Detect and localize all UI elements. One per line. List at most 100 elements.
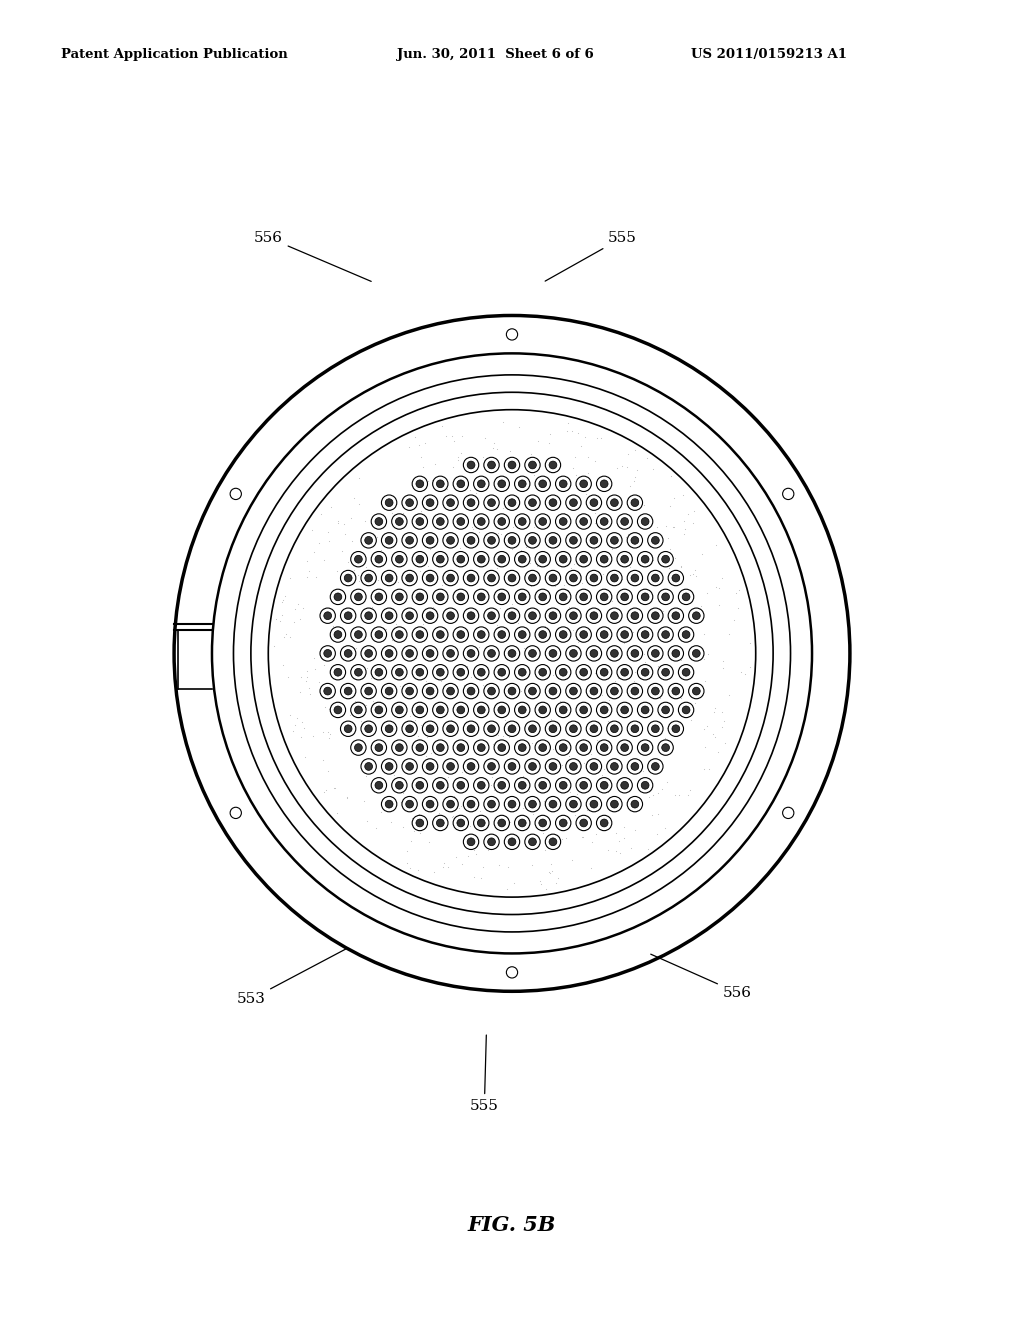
Ellipse shape xyxy=(504,796,519,812)
Ellipse shape xyxy=(627,495,643,511)
Point xyxy=(645,566,662,587)
Point xyxy=(583,743,599,764)
Point xyxy=(566,446,583,467)
Point xyxy=(633,657,649,678)
Point xyxy=(292,609,308,630)
Ellipse shape xyxy=(580,820,588,826)
Point xyxy=(401,642,418,663)
Ellipse shape xyxy=(416,668,424,676)
Point xyxy=(362,668,379,689)
Ellipse shape xyxy=(422,759,438,774)
Point xyxy=(408,647,424,668)
Ellipse shape xyxy=(473,477,489,491)
Point xyxy=(327,777,343,799)
Ellipse shape xyxy=(627,759,643,774)
Ellipse shape xyxy=(467,461,475,469)
Ellipse shape xyxy=(391,664,408,680)
Ellipse shape xyxy=(525,645,541,661)
Ellipse shape xyxy=(463,721,479,737)
Ellipse shape xyxy=(319,684,336,698)
Point xyxy=(556,503,572,524)
Ellipse shape xyxy=(416,593,424,601)
Ellipse shape xyxy=(360,684,377,698)
Point xyxy=(705,723,721,744)
Point xyxy=(586,539,602,560)
Point xyxy=(449,548,465,569)
Point xyxy=(575,729,592,750)
Ellipse shape xyxy=(473,741,489,755)
Point xyxy=(545,664,561,685)
Ellipse shape xyxy=(539,668,547,676)
Ellipse shape xyxy=(442,645,459,661)
Ellipse shape xyxy=(528,536,537,544)
Point xyxy=(287,598,303,619)
Ellipse shape xyxy=(350,552,367,566)
Ellipse shape xyxy=(426,612,434,619)
Point xyxy=(639,447,655,469)
Ellipse shape xyxy=(375,706,383,714)
Point xyxy=(526,516,543,537)
Ellipse shape xyxy=(556,477,571,491)
Point xyxy=(374,562,390,583)
Point xyxy=(348,638,365,659)
Point xyxy=(604,539,621,560)
Ellipse shape xyxy=(528,800,537,808)
Ellipse shape xyxy=(477,706,485,714)
Point xyxy=(512,540,528,561)
Ellipse shape xyxy=(586,570,601,586)
Ellipse shape xyxy=(463,570,479,586)
Ellipse shape xyxy=(596,513,611,529)
Point xyxy=(629,459,645,480)
Ellipse shape xyxy=(641,593,649,601)
Ellipse shape xyxy=(556,702,571,718)
Ellipse shape xyxy=(483,495,500,511)
Point xyxy=(645,458,662,479)
Ellipse shape xyxy=(498,517,506,525)
Ellipse shape xyxy=(251,392,773,915)
Ellipse shape xyxy=(395,781,403,789)
Ellipse shape xyxy=(600,593,608,601)
Point xyxy=(465,462,481,483)
Point xyxy=(444,457,461,478)
Point xyxy=(584,486,600,507)
Point xyxy=(714,568,730,589)
Ellipse shape xyxy=(549,725,557,733)
Ellipse shape xyxy=(590,725,598,733)
Ellipse shape xyxy=(662,706,670,714)
Ellipse shape xyxy=(174,315,850,991)
Point xyxy=(450,446,466,467)
Ellipse shape xyxy=(508,800,516,808)
Point xyxy=(637,652,653,673)
Ellipse shape xyxy=(648,684,664,698)
Ellipse shape xyxy=(528,649,537,657)
Ellipse shape xyxy=(569,800,578,808)
Point xyxy=(343,507,359,528)
Point xyxy=(413,500,429,521)
Point xyxy=(644,549,660,570)
Text: 555: 555 xyxy=(545,231,637,281)
Point xyxy=(589,717,605,738)
Point xyxy=(658,730,675,751)
Ellipse shape xyxy=(518,631,526,639)
Point xyxy=(674,649,690,671)
Point xyxy=(649,516,666,537)
Ellipse shape xyxy=(340,645,356,661)
Point xyxy=(487,535,504,556)
Point xyxy=(532,874,549,895)
Point xyxy=(708,577,724,598)
Point xyxy=(438,602,455,623)
Point xyxy=(546,726,562,747)
Point xyxy=(580,462,596,483)
Point xyxy=(442,751,459,772)
Ellipse shape xyxy=(577,627,592,643)
Point xyxy=(325,615,341,636)
Ellipse shape xyxy=(324,649,332,657)
Ellipse shape xyxy=(395,631,403,639)
Ellipse shape xyxy=(559,593,567,601)
Ellipse shape xyxy=(627,684,643,698)
Ellipse shape xyxy=(457,593,465,601)
Point xyxy=(357,766,374,787)
Ellipse shape xyxy=(401,570,418,586)
Point xyxy=(600,639,616,660)
Ellipse shape xyxy=(641,706,649,714)
